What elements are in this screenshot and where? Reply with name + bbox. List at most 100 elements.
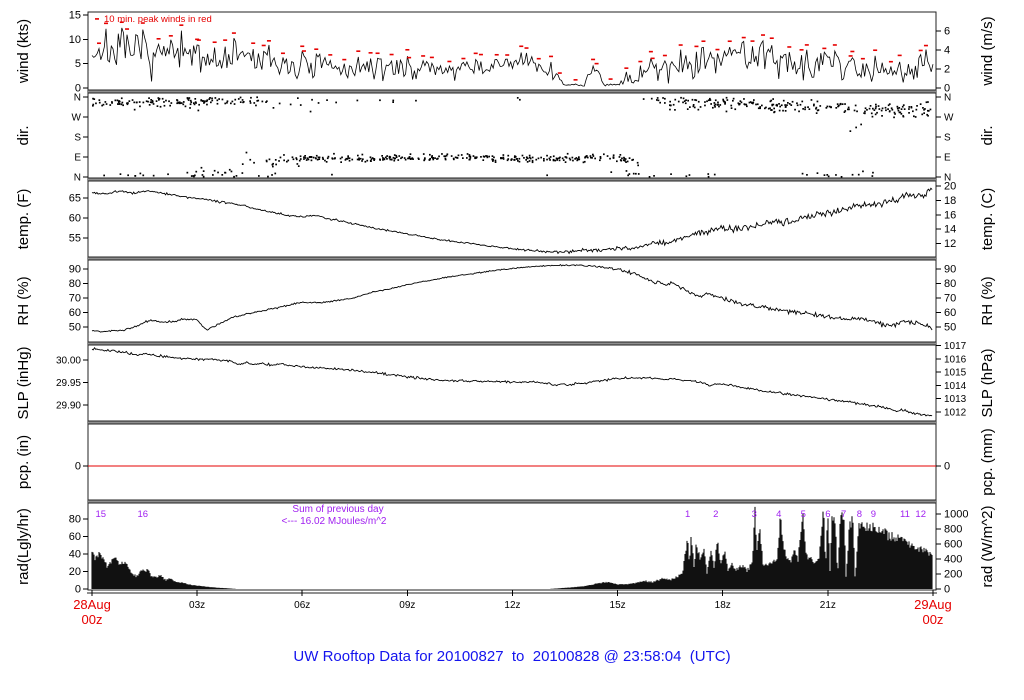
dir-point	[434, 157, 436, 159]
dir-point	[502, 158, 505, 160]
dir-point	[682, 97, 685, 100]
dir-point	[724, 101, 726, 104]
dir-point	[529, 156, 531, 159]
panel-wind	[87, 11, 937, 91]
dir-point	[344, 159, 347, 161]
dir-point	[697, 100, 700, 103]
tick-label-left-rad: 20	[69, 566, 81, 578]
dir-point	[506, 159, 509, 162]
dir-point	[546, 154, 548, 157]
dir-point	[764, 107, 766, 110]
dir-point	[241, 99, 244, 101]
dir-point	[388, 157, 391, 159]
dir-point	[692, 104, 695, 106]
dir-point	[578, 158, 580, 161]
dir-point	[267, 175, 269, 178]
dir-point	[813, 103, 815, 106]
dir-point	[256, 96, 258, 99]
dir-point	[871, 115, 874, 118]
dir-point	[874, 113, 877, 116]
dir-point	[577, 158, 579, 160]
tick-label-right-pcp: 0	[944, 460, 950, 472]
dir-point	[126, 103, 129, 106]
panel-temp	[87, 180, 937, 258]
tick-label-right-slp: 1016	[944, 354, 967, 365]
dir-point	[242, 101, 245, 103]
dir-point	[866, 109, 868, 111]
dir-point	[876, 111, 878, 114]
dir-point	[333, 152, 335, 155]
rad-hour-label: 2	[713, 509, 718, 520]
dir-point	[392, 99, 395, 102]
rad-hour-label: 4	[776, 509, 781, 520]
dir-point	[549, 159, 551, 161]
dir-point	[370, 158, 373, 160]
wind-trace	[91, 27, 934, 87]
dir-point	[468, 155, 471, 158]
dir-point	[364, 160, 367, 163]
panel-pcp	[87, 423, 937, 501]
slp-trace	[91, 347, 933, 417]
dir-point	[397, 159, 400, 161]
dir-point	[216, 102, 219, 105]
dir-point	[250, 96, 252, 99]
dir-point	[574, 158, 576, 160]
dir-point	[383, 157, 385, 160]
dir-point	[739, 100, 742, 102]
dir-point	[488, 155, 490, 158]
dir-point	[772, 98, 774, 100]
rad-hour-label: 1	[685, 509, 690, 520]
dir-point	[443, 155, 446, 158]
dir-point	[718, 105, 720, 108]
dir-point	[900, 108, 903, 110]
dir-point	[192, 175, 195, 177]
x-tick-label: 21z	[820, 600, 836, 611]
axis-title-right-dir: dir.	[979, 125, 996, 145]
dir-point	[899, 111, 902, 114]
tick-label-right-temp: 18	[944, 195, 956, 207]
dir-point	[513, 159, 516, 161]
tick-label-right-temp: 14	[944, 224, 956, 236]
dir-point	[163, 101, 165, 103]
axis-title-left-wind: wind (kts)	[15, 19, 32, 84]
dir-point	[903, 108, 906, 110]
dir-point	[340, 161, 342, 163]
dir-point	[927, 101, 929, 103]
dir-point	[430, 156, 433, 158]
dir-point	[765, 106, 767, 109]
dir-point	[713, 104, 716, 107]
dir-point	[494, 161, 497, 163]
dir-point	[507, 154, 510, 157]
dir-point	[253, 102, 256, 104]
dir-point	[249, 100, 251, 102]
dir-point	[441, 153, 443, 155]
dir-point	[759, 107, 761, 110]
dir-point	[117, 103, 119, 105]
tick-label-right-rad: 1000	[944, 508, 968, 520]
dir-point	[847, 106, 850, 109]
dir-point	[621, 157, 623, 160]
dir-point	[438, 155, 440, 158]
dir-point	[737, 102, 740, 105]
dir-point	[339, 157, 342, 160]
dir-point	[849, 130, 852, 132]
tick-label-right-slp: 1014	[944, 381, 967, 392]
dir-point	[926, 113, 928, 116]
dir-point	[404, 158, 407, 161]
dir-point	[501, 157, 503, 159]
dir-point	[126, 102, 128, 105]
dir-point	[310, 156, 313, 159]
dir-point	[778, 103, 780, 105]
dir-point	[295, 157, 298, 159]
dir-point	[622, 159, 625, 162]
dir-point	[813, 104, 815, 107]
dir-point	[224, 102, 227, 105]
dir-point	[188, 97, 191, 99]
dir-point	[704, 104, 706, 107]
dir-point	[348, 159, 351, 162]
tick-label-right-rh: 80	[944, 278, 956, 290]
tick-label-right-wind: 4	[944, 45, 950, 57]
dir-point	[308, 156, 311, 158]
dir-point	[677, 100, 680, 103]
dir-point	[631, 159, 633, 161]
